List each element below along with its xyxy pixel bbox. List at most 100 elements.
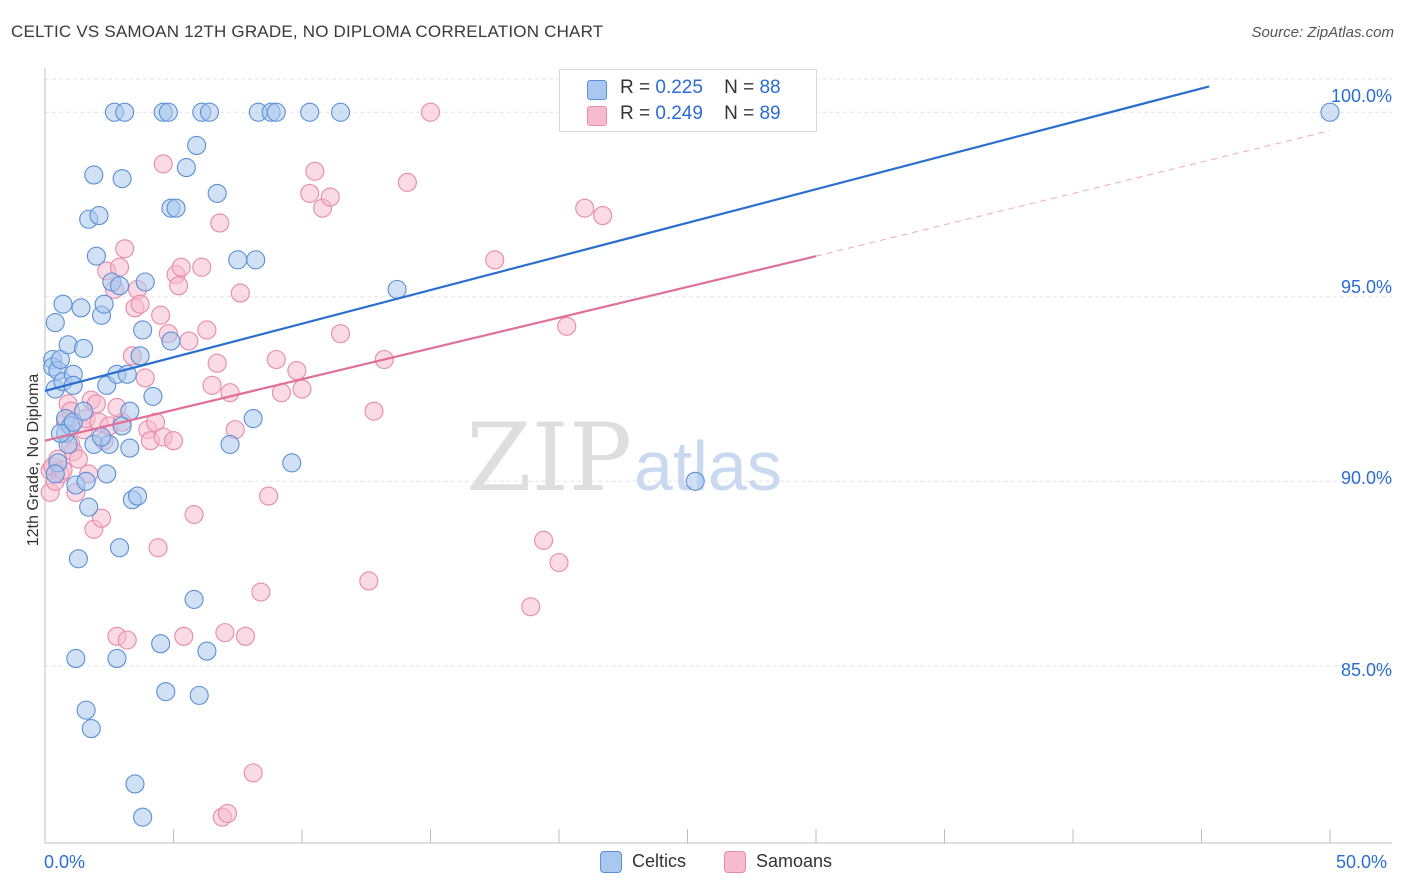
celtics-point xyxy=(197,641,217,661)
celtics-point xyxy=(71,298,91,318)
trend-lines xyxy=(44,85,1331,442)
samoans-point xyxy=(266,349,286,370)
celtics-point xyxy=(133,320,153,340)
celtics-point xyxy=(1320,102,1340,122)
celtics-point xyxy=(130,346,150,366)
samoans-point xyxy=(184,504,204,525)
grid xyxy=(45,78,1392,667)
samoans-point xyxy=(169,276,189,296)
samoans-point xyxy=(359,571,379,591)
samoans-point xyxy=(215,623,235,643)
celtics-point xyxy=(66,648,86,669)
celtics-point xyxy=(109,276,130,296)
x-tick-label-max: 50.0% xyxy=(1336,852,1388,872)
celtics-trend-line xyxy=(44,85,1210,392)
samoans-point xyxy=(210,213,230,233)
celtics-point xyxy=(151,634,171,654)
celtics-point xyxy=(300,102,320,122)
celtics-point xyxy=(120,438,140,458)
celtics-point xyxy=(135,272,155,292)
celtics-point xyxy=(94,294,114,314)
samoans-point xyxy=(420,102,441,122)
samoans-point xyxy=(549,552,569,573)
samoans-point xyxy=(135,368,155,388)
celtics-point xyxy=(133,807,153,827)
celtics-point xyxy=(45,313,65,333)
chart-title: CELTIC VS SAMOAN 12TH GRADE, NO DIPLOMA … xyxy=(11,22,604,41)
celtics-point xyxy=(89,206,109,226)
samoans-r-value: 0.249 xyxy=(655,103,703,124)
samoans-point xyxy=(259,486,279,506)
samoans-point xyxy=(163,431,184,451)
samoans-point xyxy=(174,626,194,646)
y-tick-label-90: 90.0% xyxy=(1340,468,1392,488)
celtics-point xyxy=(184,589,204,609)
samoans-point xyxy=(397,172,417,192)
celtics-point xyxy=(115,102,135,122)
celtics-point xyxy=(143,386,163,406)
celtics-point xyxy=(97,464,117,484)
celtics-point xyxy=(81,719,101,739)
celtics-point xyxy=(161,331,181,351)
celtics-point xyxy=(282,453,302,473)
celtics-n-value: 88 xyxy=(759,77,781,98)
samoans-point xyxy=(521,597,541,617)
celtics-point xyxy=(74,338,94,358)
celtics-point xyxy=(156,682,176,702)
y-tick-label-95: 95.0% xyxy=(1340,277,1392,297)
celtics-point xyxy=(76,471,96,491)
axes xyxy=(44,68,1392,844)
celtics-point xyxy=(189,685,209,705)
samoans-point xyxy=(485,250,505,270)
celtics-point xyxy=(176,158,196,178)
celtics-point xyxy=(45,464,65,484)
legend-celtics-label: Celtics xyxy=(632,851,687,871)
watermark: ZIP atlas xyxy=(466,404,782,513)
celtics-point xyxy=(79,497,99,517)
celtics-point xyxy=(166,198,186,218)
celtics-point xyxy=(53,294,73,314)
samoans-point xyxy=(151,305,171,325)
x-tick-label-min: 0.0% xyxy=(44,852,86,872)
samoans-point xyxy=(330,324,351,344)
samoans-point xyxy=(115,239,135,259)
samoans-point xyxy=(171,257,191,277)
stats-box: R = 0.225 N = 88 R = 0.249 N = 89 xyxy=(559,69,817,132)
y-tick-label-85: 85.0% xyxy=(1340,660,1392,680)
watermark-zip: ZIP xyxy=(466,404,632,513)
samoans-point xyxy=(557,316,577,336)
celtics-point xyxy=(86,246,106,266)
celtics-n-label: N = xyxy=(724,77,755,98)
samoans-point xyxy=(207,353,227,373)
celtics-points xyxy=(43,102,1340,827)
samoans-point xyxy=(179,331,199,351)
samoans-point xyxy=(230,283,250,303)
legend-celtics[interactable]: Celtics xyxy=(600,851,687,874)
samoans-point xyxy=(364,401,384,421)
y-tick-label-100: 100.0% xyxy=(1330,86,1392,106)
celtics-point xyxy=(107,648,127,669)
celtics-point xyxy=(74,401,94,421)
legend-samoans[interactable]: Samoans xyxy=(724,851,832,874)
watermark-atlas: atlas xyxy=(634,427,782,505)
samoans-r-label: R = xyxy=(620,103,651,124)
samoans-trend-extension xyxy=(815,130,1331,257)
celtics-point xyxy=(76,700,96,720)
samoans-point xyxy=(305,161,325,181)
celtics-swatch xyxy=(587,80,607,100)
celtics-point xyxy=(685,471,705,491)
samoans-n-value: 89 xyxy=(759,103,781,124)
samoans-point xyxy=(68,449,88,469)
source-label: Source: ZipAtlas.com xyxy=(1251,24,1394,41)
y-axis-label: 12th Grade, No Diploma xyxy=(25,373,42,547)
samoans-point xyxy=(534,530,554,550)
samoans-point xyxy=(243,763,263,783)
celtics-point xyxy=(158,102,178,122)
celtics-point xyxy=(228,250,248,270)
celtics-point xyxy=(127,486,148,506)
samoans-point xyxy=(320,187,340,207)
celtics-point xyxy=(91,427,112,447)
celtics-point xyxy=(120,401,140,421)
samoans-point xyxy=(593,206,613,226)
samoans-point xyxy=(153,154,173,174)
